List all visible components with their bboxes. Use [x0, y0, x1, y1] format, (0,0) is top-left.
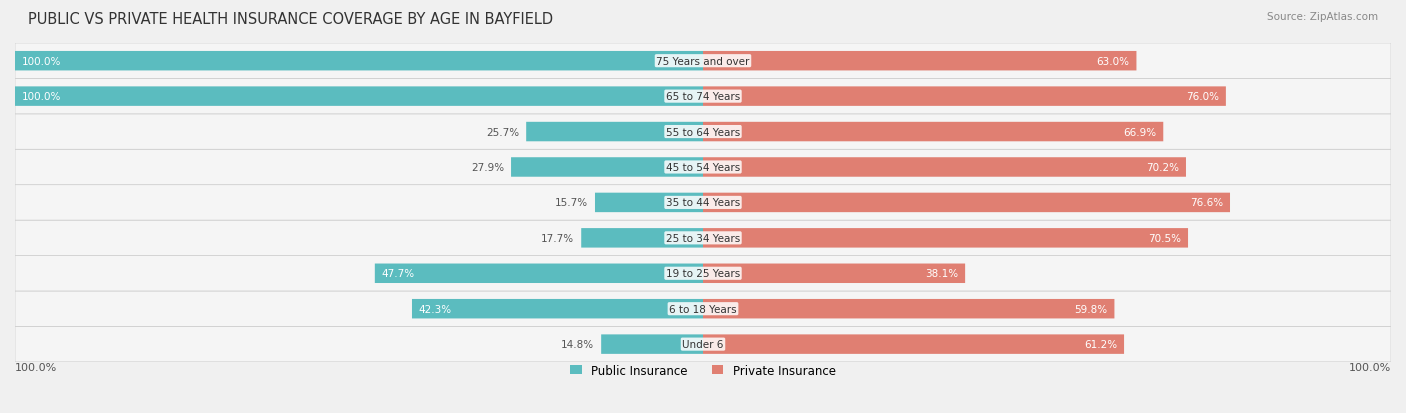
Text: 15.7%: 15.7%: [555, 198, 588, 208]
FancyBboxPatch shape: [526, 123, 703, 142]
Text: 25 to 34 Years: 25 to 34 Years: [666, 233, 740, 243]
Text: 17.7%: 17.7%: [541, 233, 574, 243]
FancyBboxPatch shape: [15, 79, 1391, 114]
Text: PUBLIC VS PRIVATE HEALTH INSURANCE COVERAGE BY AGE IN BAYFIELD: PUBLIC VS PRIVATE HEALTH INSURANCE COVER…: [28, 12, 553, 27]
Text: 55 to 64 Years: 55 to 64 Years: [666, 127, 740, 137]
FancyBboxPatch shape: [15, 52, 703, 71]
Text: 100.0%: 100.0%: [22, 57, 62, 66]
Text: Source: ZipAtlas.com: Source: ZipAtlas.com: [1267, 12, 1378, 22]
Text: 14.8%: 14.8%: [561, 339, 595, 349]
Text: 70.5%: 70.5%: [1149, 233, 1181, 243]
FancyBboxPatch shape: [595, 193, 703, 213]
FancyBboxPatch shape: [15, 114, 1391, 150]
FancyBboxPatch shape: [703, 335, 1123, 354]
Text: Under 6: Under 6: [682, 339, 724, 349]
FancyBboxPatch shape: [15, 44, 1391, 79]
Text: 47.7%: 47.7%: [381, 268, 415, 279]
Text: 76.0%: 76.0%: [1187, 92, 1219, 102]
Text: 35 to 44 Years: 35 to 44 Years: [666, 198, 740, 208]
Text: 6 to 18 Years: 6 to 18 Years: [669, 304, 737, 314]
Text: 100.0%: 100.0%: [22, 92, 62, 102]
FancyBboxPatch shape: [703, 158, 1187, 177]
FancyBboxPatch shape: [15, 256, 1391, 291]
Text: 75 Years and over: 75 Years and over: [657, 57, 749, 66]
Text: 66.9%: 66.9%: [1123, 127, 1156, 137]
FancyBboxPatch shape: [15, 291, 1391, 327]
Text: 76.6%: 76.6%: [1189, 198, 1223, 208]
FancyBboxPatch shape: [581, 228, 703, 248]
FancyBboxPatch shape: [703, 228, 1188, 248]
FancyBboxPatch shape: [703, 52, 1136, 71]
FancyBboxPatch shape: [703, 264, 965, 283]
Text: 63.0%: 63.0%: [1097, 57, 1129, 66]
FancyBboxPatch shape: [703, 87, 1226, 107]
FancyBboxPatch shape: [602, 335, 703, 354]
Text: 38.1%: 38.1%: [925, 268, 959, 279]
Text: 65 to 74 Years: 65 to 74 Years: [666, 92, 740, 102]
Text: 70.2%: 70.2%: [1146, 163, 1180, 173]
FancyBboxPatch shape: [15, 185, 1391, 221]
FancyBboxPatch shape: [703, 299, 1115, 319]
Text: 45 to 54 Years: 45 to 54 Years: [666, 163, 740, 173]
Text: 59.8%: 59.8%: [1074, 304, 1108, 314]
Text: 42.3%: 42.3%: [419, 304, 451, 314]
Text: 100.0%: 100.0%: [1348, 362, 1391, 372]
Legend: Public Insurance, Private Insurance: Public Insurance, Private Insurance: [565, 359, 841, 382]
Text: 19 to 25 Years: 19 to 25 Years: [666, 268, 740, 279]
FancyBboxPatch shape: [15, 221, 1391, 256]
FancyBboxPatch shape: [412, 299, 703, 319]
FancyBboxPatch shape: [703, 123, 1163, 142]
FancyBboxPatch shape: [15, 327, 1391, 362]
FancyBboxPatch shape: [510, 158, 703, 177]
Text: 100.0%: 100.0%: [15, 362, 58, 372]
Text: 25.7%: 25.7%: [486, 127, 519, 137]
FancyBboxPatch shape: [703, 193, 1230, 213]
Text: 61.2%: 61.2%: [1084, 339, 1118, 349]
FancyBboxPatch shape: [15, 150, 1391, 185]
Text: 27.9%: 27.9%: [471, 163, 505, 173]
FancyBboxPatch shape: [15, 87, 703, 107]
FancyBboxPatch shape: [375, 264, 703, 283]
